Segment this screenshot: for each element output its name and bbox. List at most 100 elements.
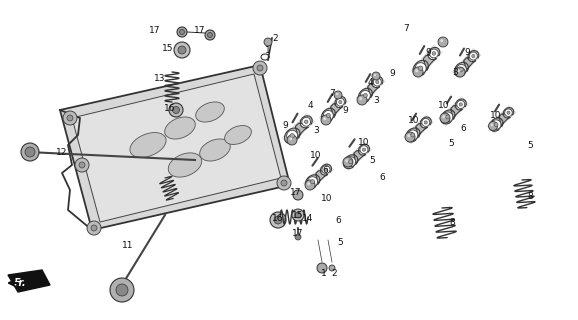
Circle shape xyxy=(360,97,362,100)
Ellipse shape xyxy=(200,139,230,161)
Text: Fr.: Fr. xyxy=(14,278,27,288)
Text: 9: 9 xyxy=(282,121,288,130)
Circle shape xyxy=(429,49,438,58)
Circle shape xyxy=(472,54,475,58)
Circle shape xyxy=(488,122,498,131)
Text: 10: 10 xyxy=(438,100,450,109)
Circle shape xyxy=(25,147,35,157)
Circle shape xyxy=(75,158,89,172)
Circle shape xyxy=(415,63,426,74)
Polygon shape xyxy=(305,164,331,189)
Ellipse shape xyxy=(225,125,251,144)
Circle shape xyxy=(374,74,376,76)
Text: 10: 10 xyxy=(358,138,370,147)
Polygon shape xyxy=(441,99,466,124)
Circle shape xyxy=(455,67,465,77)
Ellipse shape xyxy=(168,153,202,177)
Circle shape xyxy=(180,29,184,35)
Ellipse shape xyxy=(165,117,195,139)
Text: 6: 6 xyxy=(335,215,341,225)
Circle shape xyxy=(364,93,367,97)
Circle shape xyxy=(440,39,443,42)
Polygon shape xyxy=(454,51,479,76)
Circle shape xyxy=(360,91,370,100)
Polygon shape xyxy=(72,74,281,222)
Circle shape xyxy=(440,113,450,123)
Circle shape xyxy=(460,68,464,71)
Circle shape xyxy=(457,100,465,108)
Text: 1: 1 xyxy=(321,268,327,277)
Text: 14: 14 xyxy=(302,213,314,222)
Polygon shape xyxy=(8,270,50,292)
Circle shape xyxy=(339,100,342,104)
Circle shape xyxy=(110,278,134,302)
Circle shape xyxy=(67,115,73,121)
Circle shape xyxy=(424,121,427,124)
Text: 11: 11 xyxy=(123,241,134,250)
Circle shape xyxy=(411,133,415,137)
Circle shape xyxy=(372,72,380,80)
Text: 5: 5 xyxy=(448,139,454,148)
Text: 9: 9 xyxy=(425,47,431,57)
Circle shape xyxy=(373,78,381,86)
Circle shape xyxy=(336,93,338,95)
Circle shape xyxy=(317,263,327,273)
Circle shape xyxy=(87,221,101,235)
Circle shape xyxy=(290,133,294,138)
Polygon shape xyxy=(406,117,431,142)
Circle shape xyxy=(63,111,77,125)
Circle shape xyxy=(21,143,39,161)
Text: 10: 10 xyxy=(310,150,322,159)
Polygon shape xyxy=(284,116,312,144)
Text: 9: 9 xyxy=(342,106,348,115)
Circle shape xyxy=(281,180,287,186)
Text: 10: 10 xyxy=(321,194,333,203)
Circle shape xyxy=(274,216,282,224)
Text: 6: 6 xyxy=(460,124,466,132)
Circle shape xyxy=(345,159,349,162)
Text: 4: 4 xyxy=(367,77,373,86)
Circle shape xyxy=(494,123,498,126)
Text: 7: 7 xyxy=(403,23,409,33)
Circle shape xyxy=(116,284,128,296)
Circle shape xyxy=(323,110,334,120)
Text: 15: 15 xyxy=(162,44,174,52)
Circle shape xyxy=(443,112,453,122)
Circle shape xyxy=(324,168,328,171)
Polygon shape xyxy=(413,47,440,76)
Circle shape xyxy=(327,113,330,117)
Text: 17: 17 xyxy=(292,228,304,237)
Circle shape xyxy=(457,69,460,72)
Text: 16: 16 xyxy=(164,103,176,113)
Circle shape xyxy=(376,80,379,84)
Circle shape xyxy=(491,120,501,129)
Circle shape xyxy=(305,180,315,190)
Polygon shape xyxy=(321,97,346,123)
Circle shape xyxy=(322,166,330,174)
Circle shape xyxy=(334,91,342,99)
Text: 10: 10 xyxy=(408,116,420,124)
Text: 2: 2 xyxy=(272,34,278,43)
Circle shape xyxy=(357,95,367,105)
Text: 8: 8 xyxy=(527,191,533,201)
Circle shape xyxy=(208,33,213,37)
Text: 16: 16 xyxy=(272,213,284,222)
Text: 17: 17 xyxy=(149,26,161,35)
Circle shape xyxy=(287,130,298,141)
Circle shape xyxy=(174,42,190,58)
Circle shape xyxy=(172,107,180,114)
Circle shape xyxy=(321,115,331,125)
Circle shape xyxy=(287,135,297,145)
Text: 6: 6 xyxy=(322,165,328,174)
Circle shape xyxy=(264,38,272,46)
Circle shape xyxy=(438,37,448,47)
Circle shape xyxy=(307,182,310,185)
Text: 12: 12 xyxy=(56,148,68,156)
Circle shape xyxy=(257,65,263,71)
Circle shape xyxy=(205,30,215,40)
Text: 5: 5 xyxy=(337,237,343,246)
Text: 3: 3 xyxy=(373,95,379,105)
Circle shape xyxy=(277,176,291,190)
Circle shape xyxy=(507,111,510,114)
Text: 15: 15 xyxy=(292,211,304,220)
